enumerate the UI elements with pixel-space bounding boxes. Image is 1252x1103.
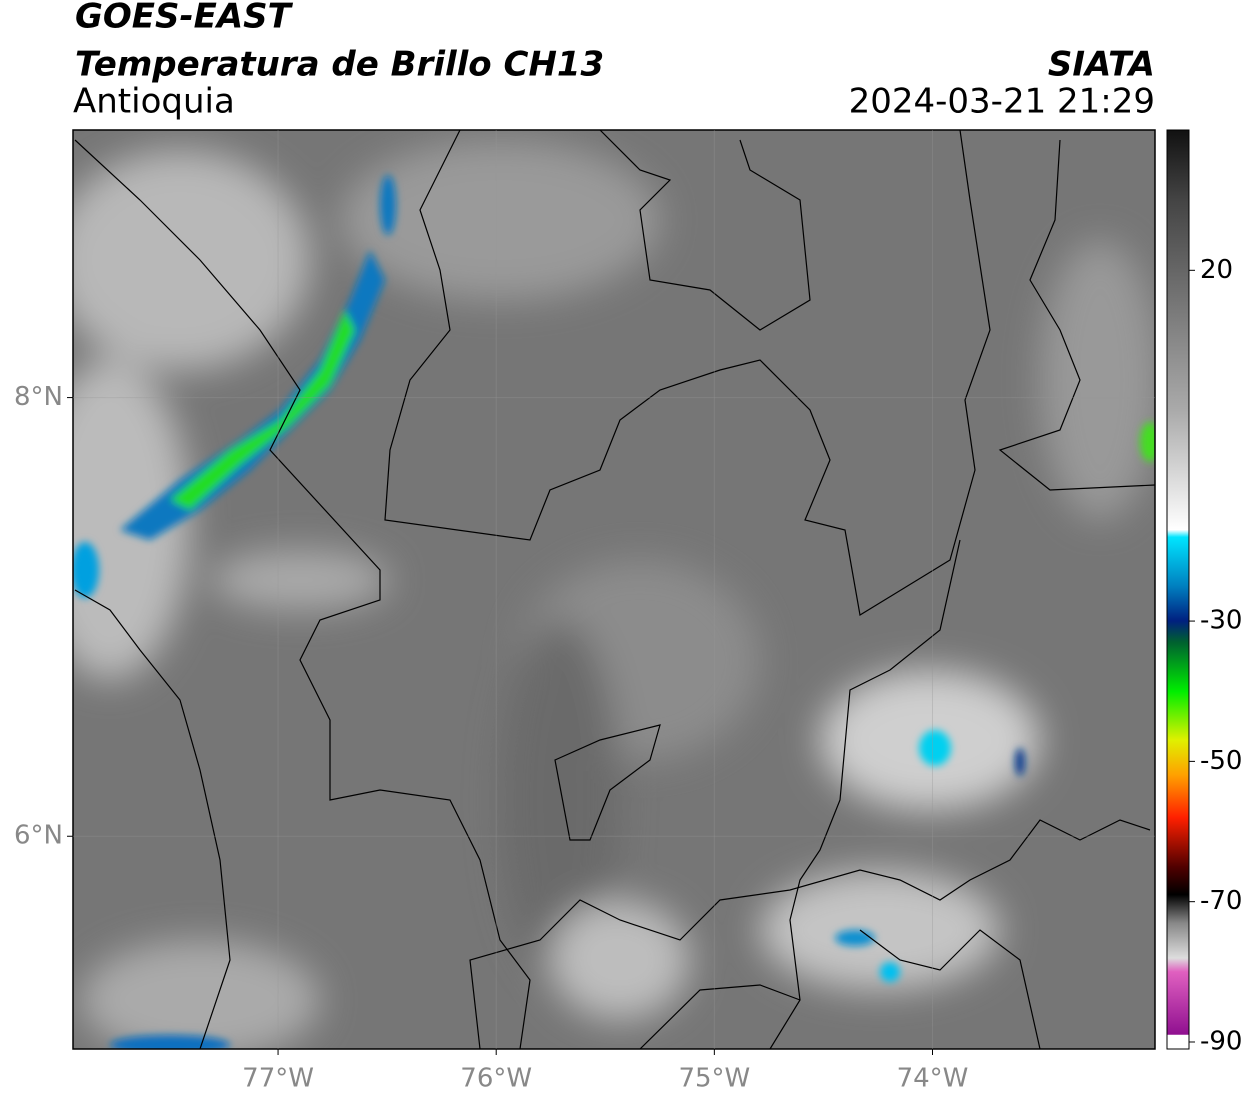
- y-tick-label: 6°N: [14, 821, 63, 851]
- x-tick-label: 76°W: [460, 1064, 532, 1094]
- colorbar-tick-label: -70: [1200, 886, 1242, 916]
- colorbar-tick-label: -50: [1200, 746, 1242, 776]
- colorbar-tick-label: -90: [1200, 1026, 1242, 1056]
- map-image: [73, 130, 1155, 1049]
- map-frame: [72, 129, 1156, 1050]
- subtitle: Temperatura de Brillo CH13: [75, 45, 604, 85]
- boundaries: [74, 130, 1155, 1049]
- region: Antioquia: [73, 82, 235, 122]
- cold-cloud-tops: [73, 175, 1155, 1049]
- x-tick-label: 77°W: [242, 1064, 314, 1094]
- title: GOES-EAST: [75, 0, 294, 37]
- colorbar-tick-label: 20: [1200, 255, 1233, 285]
- datetime: 2024-03-21 21:29: [849, 82, 1155, 122]
- colorbar-tick-label: -30: [1200, 606, 1242, 636]
- source: SIATA: [1048, 45, 1155, 85]
- x-tick-label: 75°W: [678, 1064, 750, 1094]
- y-tick-label: 8°N: [14, 382, 63, 412]
- colorbar: [1166, 129, 1190, 1050]
- x-tick-label: 74°W: [897, 1064, 969, 1094]
